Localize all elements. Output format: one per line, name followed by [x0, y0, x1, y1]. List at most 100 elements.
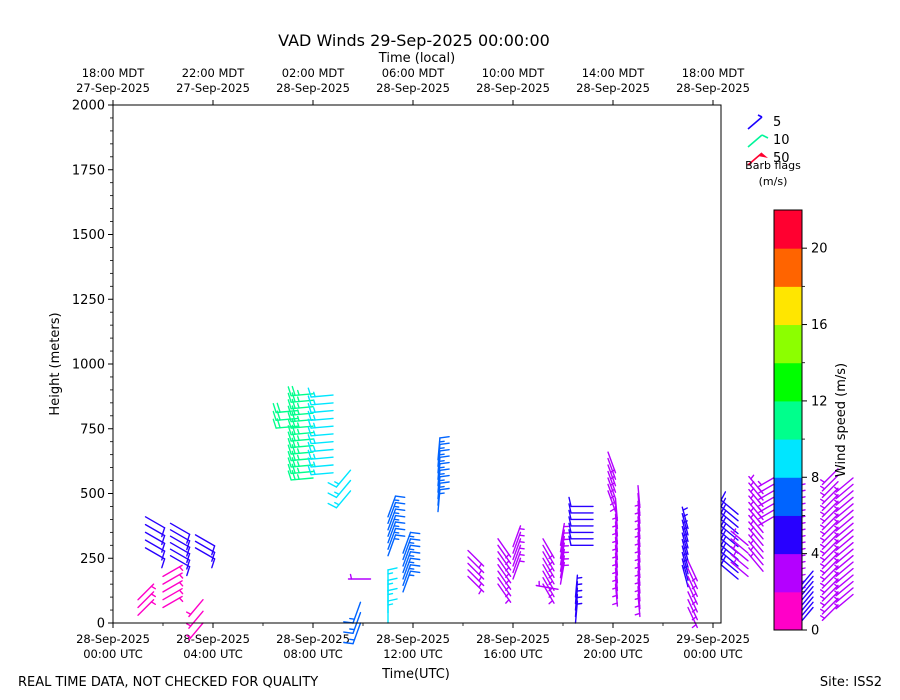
wind-barb-half-feather [609, 488, 616, 493]
wind-barb-feather [291, 444, 296, 455]
wind-barb-half-feather [634, 581, 641, 585]
wind-barb-half-feather [518, 547, 525, 550]
wind-barb-feather [387, 567, 398, 571]
wind-barb-half-feather [609, 495, 616, 499]
wind-barb-half-feather [820, 511, 826, 516]
wind-barb-half-feather [518, 541, 525, 543]
wind-barb-feather [439, 436, 450, 439]
wind-barb-half-feather [313, 399, 316, 406]
wind-barb-half-feather [393, 518, 400, 521]
wind-barb-feather [291, 405, 296, 416]
wind-barb-half-feather [408, 561, 415, 564]
wind-barb-feather [568, 516, 572, 527]
wind-barb-half-feather [150, 593, 157, 598]
wind-barb-feather [211, 545, 216, 556]
wind-barb-half-feather [634, 511, 641, 515]
wind-barb-half-feather [612, 563, 618, 567]
wind-barb-staff [497, 564, 512, 584]
wind-barb-half-feather [834, 564, 840, 569]
wind-barb-feather [394, 514, 406, 518]
wind-barb-half-feather [834, 499, 840, 504]
top-tick-label-time: 14:00 MDT [582, 66, 646, 80]
wind-barb-half-feather [313, 453, 316, 460]
wind-barb-half-feather [576, 589, 583, 592]
wind-barb-staff [169, 555, 191, 568]
wind-barb-staff [144, 516, 166, 529]
wind-barb-half-feather [691, 600, 697, 605]
wind-barb-half-feather [297, 402, 300, 409]
top-tick-label-time: 06:00 MDT [382, 66, 446, 80]
wind-barb-half-feather [834, 577, 840, 582]
wind-barb-feather [307, 387, 312, 398]
wind-barb-half-feather [297, 448, 300, 454]
wind-barb-feather [272, 410, 277, 421]
wind-barb-feather [409, 551, 421, 554]
wind-barb-half-feather [393, 538, 400, 540]
wind-barb-half-feather [609, 469, 616, 474]
wind-barb-staff [720, 564, 739, 580]
wind-barb-feather [439, 455, 450, 458]
wind-barb-staff [637, 485, 641, 509]
wind-barb-staff [144, 531, 166, 545]
wind-barb-half-feather [313, 407, 316, 413]
colorbar-segment [774, 591, 802, 631]
colorbar-segment [774, 477, 802, 516]
legend-barb-label: 10 [773, 133, 790, 148]
wind-barb-feather [439, 474, 450, 478]
wind-barb-half-feather [313, 445, 316, 452]
wind-barb-feather [394, 508, 406, 511]
wind-barb-feather [186, 566, 191, 577]
top-tick-label-date: 28-Sep-2025 [476, 81, 550, 95]
wind-barb-half-feather [634, 612, 641, 616]
wind-barb-feather [439, 461, 450, 465]
wind-barb-half-feather [438, 466, 445, 469]
wind-barb-feather [287, 392, 292, 403]
wind-barb-half-feather [820, 524, 826, 529]
wind-barb-feather [568, 509, 572, 521]
wind-barb-feather [327, 502, 338, 509]
wind-barb-staff [352, 601, 362, 624]
wind-barb-half-feather [505, 599, 510, 604]
wind-barb-half-feather [691, 592, 697, 598]
wind-barb-half-feather [150, 585, 157, 590]
top-tick-label-time: 18:00 MDT [82, 66, 146, 80]
wind-barb-half-feather [478, 582, 483, 588]
y-tick-label: 1000 [72, 358, 105, 373]
wind-barb-feather [394, 521, 406, 524]
wind-barb-half-feather [682, 507, 688, 511]
wind-barb-half-feather [178, 589, 184, 595]
wind-barb-half-feather [634, 542, 641, 546]
wind-barb-feather [439, 487, 450, 491]
wind-barb-feather [161, 542, 166, 553]
wind-barb-feather [307, 410, 312, 421]
colorbar-segment [774, 286, 802, 326]
colorbar-tick-label: 0 [811, 624, 819, 639]
wind-barb-half-feather [548, 567, 554, 572]
colorbar-tick-label: 12 [811, 394, 828, 409]
wind-barb-feather [394, 527, 406, 531]
wind-barb-staff [720, 505, 739, 522]
wind-barb-half-feather [834, 538, 840, 543]
wind-barb-half-feather [609, 475, 616, 480]
wind-barb-feather [307, 434, 312, 445]
wind-barb-half-feather [834, 557, 840, 563]
colorbar-segment [774, 362, 802, 402]
wind-barb-feather [568, 535, 572, 546]
wind-barb-half-feather [820, 479, 826, 483]
wind-barb-half-feather [757, 500, 763, 505]
wind-barb-half-feather [612, 571, 618, 575]
wind-barb-staff [144, 523, 166, 537]
chart-title: VAD Winds 29-Sep-2025 00:00:00 [278, 31, 550, 50]
wind-barb-feather [161, 527, 166, 538]
x-tick-label-date: 28-Sep-2025 [176, 632, 250, 646]
wind-barb-half-feather [612, 594, 618, 598]
top-tick-label-date: 28-Sep-2025 [376, 81, 450, 95]
wind-barb-feather [287, 412, 292, 423]
wind-barb-feather [327, 492, 338, 499]
wind-barb-feather [568, 522, 572, 534]
wind-barb-feather [343, 641, 354, 645]
wind-barb-feather [287, 431, 292, 442]
wind-barb-half-feather [820, 498, 826, 503]
wind-barb-half-feather [349, 617, 355, 620]
y-axis-label: Height (meters) [48, 312, 63, 415]
